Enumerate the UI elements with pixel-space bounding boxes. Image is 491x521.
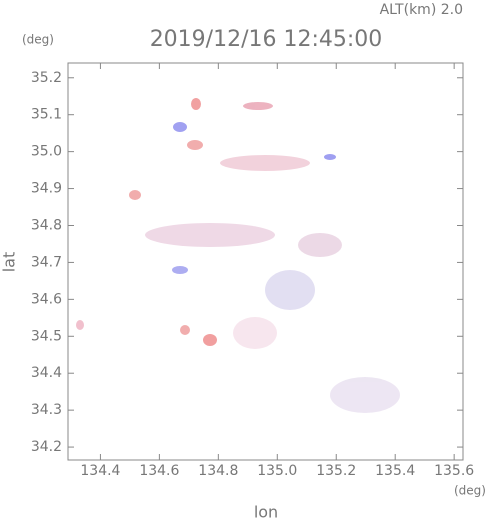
x-axis-label: lon xyxy=(254,503,278,521)
echo xyxy=(191,98,201,110)
y-unit: (deg) xyxy=(22,33,54,47)
altitude-label: ALT(km) 2.0 xyxy=(380,2,463,18)
x-tick-label: 135.6 xyxy=(434,463,474,479)
x-tick-label: 134.8 xyxy=(198,463,238,479)
echo xyxy=(233,317,277,349)
echo xyxy=(324,154,336,160)
echo xyxy=(172,266,188,274)
y-tick-label: 34.5 xyxy=(31,328,62,344)
echo xyxy=(265,270,315,310)
chart-title: 2019/12/16 12:45:00 xyxy=(150,27,383,52)
echo xyxy=(203,334,217,346)
y-tick-label: 34.9 xyxy=(31,181,62,197)
x-tick-label: 135.2 xyxy=(316,463,356,479)
y-tick-label: 34.6 xyxy=(31,291,62,307)
x-tick-label: 134.4 xyxy=(80,463,120,479)
y-tick-label: 35.2 xyxy=(31,70,62,86)
y-tick-label: 34.3 xyxy=(31,402,62,418)
plot-frame xyxy=(67,62,464,461)
echo xyxy=(187,140,203,150)
x-tick-label: 134.6 xyxy=(139,463,179,479)
echo xyxy=(298,233,342,257)
echo xyxy=(145,223,275,247)
echo xyxy=(220,155,310,171)
echo xyxy=(243,102,273,110)
x-unit: (deg) xyxy=(454,484,486,498)
y-tick-label: 34.8 xyxy=(31,217,62,233)
y-axis-label: lat xyxy=(0,252,19,273)
echo xyxy=(129,190,141,200)
x-tick-label: 135.4 xyxy=(375,463,415,479)
y-tick-label: 35.0 xyxy=(31,144,62,160)
y-tick-label: 35.1 xyxy=(31,107,62,123)
y-tick-label: 34.4 xyxy=(31,365,62,381)
echo xyxy=(330,377,400,413)
echo xyxy=(76,320,84,330)
x-tick-label: 135.0 xyxy=(257,463,297,479)
y-tick-label: 34.7 xyxy=(31,254,62,270)
echo xyxy=(173,122,187,132)
radar-echoes xyxy=(76,98,400,413)
y-tick-label: 34.2 xyxy=(31,439,62,455)
echo xyxy=(180,325,190,335)
